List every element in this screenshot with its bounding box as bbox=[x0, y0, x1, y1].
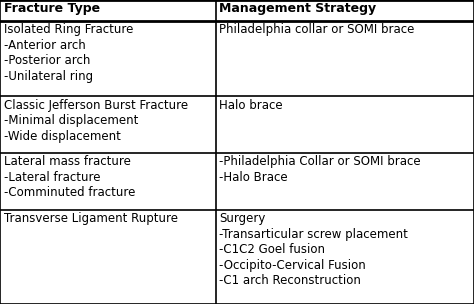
Text: Isolated Ring Fracture
-Anterior arch
-Posterior arch
-Unilateral ring: Isolated Ring Fracture -Anterior arch -P… bbox=[4, 23, 133, 83]
Text: Halo brace: Halo brace bbox=[219, 99, 283, 112]
Text: Transverse Ligament Rupture: Transverse Ligament Rupture bbox=[4, 212, 178, 225]
Text: Fracture Type: Fracture Type bbox=[4, 2, 100, 16]
Text: Classic Jefferson Burst Fracture
-Minimal displacement
-Wide displacement: Classic Jefferson Burst Fracture -Minima… bbox=[4, 99, 188, 143]
Text: Lateral mass fracture
-Lateral fracture
-Comminuted fracture: Lateral mass fracture -Lateral fracture … bbox=[4, 155, 135, 199]
Text: Philadelphia collar or SOMI brace: Philadelphia collar or SOMI brace bbox=[219, 23, 415, 36]
Text: Surgery
-Transarticular screw placement
-C1C2 Goel fusion
-Occipito-Cervical Fus: Surgery -Transarticular screw placement … bbox=[219, 212, 408, 287]
Text: Management Strategy: Management Strategy bbox=[219, 2, 376, 16]
Text: -Philadelphia Collar or SOMI brace
-Halo Brace: -Philadelphia Collar or SOMI brace -Halo… bbox=[219, 155, 421, 184]
